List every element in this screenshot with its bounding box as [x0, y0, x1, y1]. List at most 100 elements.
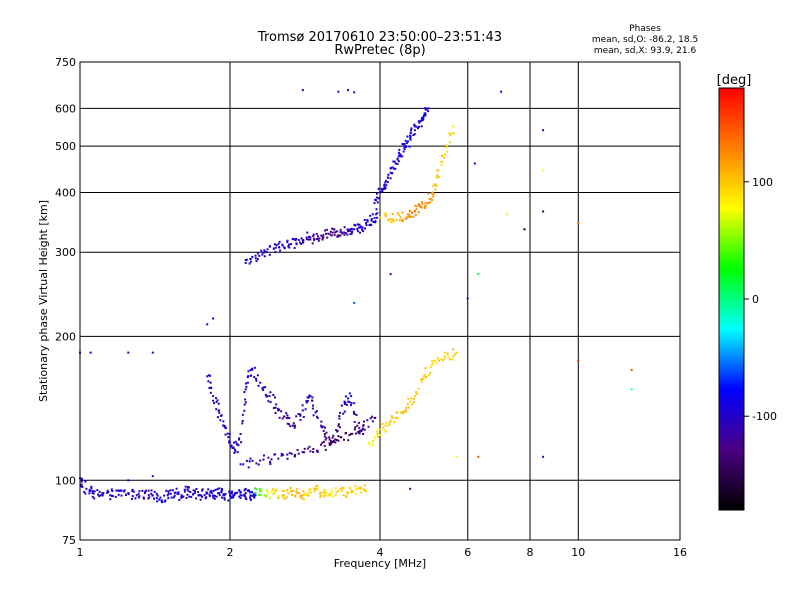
chart-title: Tromsø 20170610 23:50:00–23:51:43 — [257, 30, 502, 45]
data-point — [81, 478, 83, 481]
data-point — [195, 497, 198, 500]
y-tick-label: 400 — [55, 186, 76, 199]
data-point — [269, 463, 272, 465]
data-point — [217, 492, 220, 495]
data-point — [436, 357, 439, 360]
data-point — [440, 164, 443, 167]
data-point — [278, 246, 281, 249]
data-point — [106, 491, 109, 494]
data-point — [376, 216, 378, 219]
data-point — [408, 215, 411, 218]
data-point — [156, 500, 159, 503]
data-point — [325, 431, 328, 434]
data-point — [292, 238, 295, 241]
data-point — [137, 492, 140, 495]
data-point — [251, 459, 254, 462]
data-point — [296, 488, 299, 491]
data-point — [323, 435, 326, 438]
data-point — [443, 355, 446, 358]
data-point — [360, 486, 362, 489]
data-point — [299, 418, 302, 421]
data-point — [355, 414, 358, 416]
y-tick-label: 200 — [55, 330, 76, 343]
data-point — [270, 491, 273, 493]
data-point — [143, 497, 145, 500]
data-point — [294, 239, 297, 242]
data-point — [267, 456, 270, 459]
data-point — [371, 420, 374, 423]
data-point — [324, 229, 327, 232]
data-point — [249, 491, 252, 494]
data-point — [272, 394, 275, 396]
data-point — [249, 457, 252, 460]
data-point — [424, 202, 427, 205]
data-point — [155, 492, 158, 495]
data-point — [359, 225, 362, 228]
data-point — [311, 399, 313, 402]
data-point — [339, 411, 342, 414]
data-point — [312, 235, 315, 238]
data-point — [91, 495, 94, 498]
data-point — [249, 498, 252, 501]
data-point — [429, 201, 431, 204]
data-point — [343, 438, 345, 441]
data-point — [91, 490, 94, 493]
data-point — [384, 424, 387, 427]
data-point — [311, 396, 314, 399]
data-point — [273, 243, 276, 246]
data-point — [412, 397, 415, 400]
data-point — [275, 403, 278, 406]
data-point — [286, 457, 289, 460]
data-point — [442, 359, 444, 362]
data-point — [424, 205, 427, 208]
data-point — [241, 422, 244, 425]
data-point — [150, 489, 153, 492]
data-point — [422, 375, 425, 378]
data-point — [405, 411, 407, 413]
data-point — [265, 395, 268, 398]
data-point — [99, 494, 102, 497]
data-point — [285, 412, 288, 415]
data-point — [351, 432, 354, 435]
data-point — [195, 488, 198, 490]
y-tick-label: 600 — [55, 102, 76, 115]
data-point — [114, 495, 117, 498]
data-point — [366, 419, 369, 422]
data-point — [272, 247, 275, 250]
data-point — [151, 494, 154, 497]
data-point — [261, 253, 264, 256]
data-point — [347, 400, 350, 403]
data-point — [197, 491, 200, 494]
data-point — [443, 153, 446, 156]
data-point — [247, 370, 250, 373]
data-point — [314, 488, 317, 490]
data-point — [260, 490, 263, 493]
data-point — [329, 494, 332, 497]
data-point — [224, 433, 227, 436]
data-point — [353, 91, 356, 94]
data-point — [421, 202, 424, 205]
data-point — [500, 90, 503, 93]
data-point — [370, 444, 373, 447]
data-point — [337, 489, 340, 492]
data-point — [312, 448, 315, 450]
data-point — [322, 425, 325, 428]
data-point — [253, 366, 256, 369]
data-point — [215, 401, 218, 403]
data-point — [375, 208, 378, 211]
data-point — [311, 242, 314, 245]
data-point — [373, 417, 376, 419]
data-point — [409, 138, 412, 141]
data-point — [247, 466, 250, 469]
data-point — [334, 494, 337, 497]
data-point — [319, 496, 322, 499]
data-point — [542, 455, 545, 458]
data-point — [407, 406, 410, 409]
data-point — [322, 495, 325, 498]
data-point — [304, 408, 307, 411]
data-point — [201, 488, 204, 491]
data-point — [305, 494, 308, 497]
data-point — [379, 433, 382, 436]
data-point — [255, 377, 257, 380]
data-point — [275, 488, 278, 491]
